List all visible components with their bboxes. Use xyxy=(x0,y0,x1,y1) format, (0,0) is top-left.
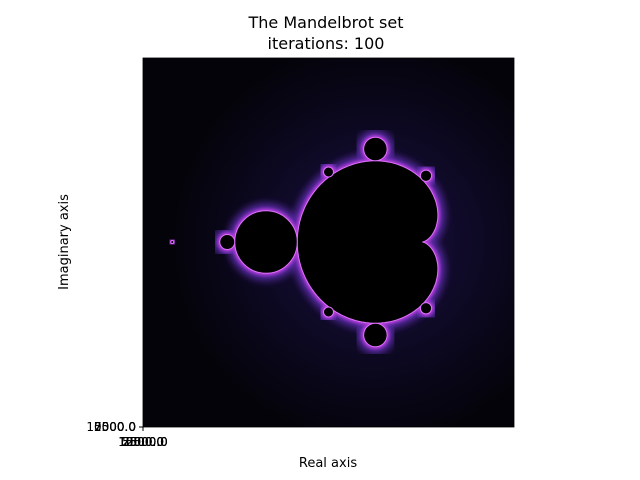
y-tick-label: 2500.0 xyxy=(94,420,136,434)
x-tick-label: 7500.0 xyxy=(122,435,164,449)
x-tick-label: 0.0 xyxy=(133,435,152,449)
y-axis-label: Imaginary axis xyxy=(57,194,72,290)
chart-title: The Mandelbrot set xyxy=(247,13,403,32)
y-tick-label: 7500.0 xyxy=(94,420,136,434)
bulb xyxy=(234,210,298,274)
x-tick-label: 5000.0 xyxy=(122,435,164,449)
bulb xyxy=(170,240,175,244)
bulb xyxy=(363,136,388,162)
bulb xyxy=(419,302,433,315)
bulb xyxy=(323,166,334,178)
y-tick-label: 0.0 xyxy=(117,420,136,434)
y-tick-label: 5000.0 xyxy=(94,420,136,434)
y-tick-label: 10000.0 xyxy=(86,420,136,434)
x-tick-label: 10000.0 xyxy=(118,435,168,449)
mandelbrot-image xyxy=(143,58,514,427)
bulb xyxy=(363,322,388,348)
set-shape xyxy=(163,130,445,354)
axes-frame xyxy=(142,57,515,428)
x-tick-label: 2500.0 xyxy=(122,435,164,449)
chart-subtitle: iterations: 100 xyxy=(268,34,385,53)
x-tick-label: 15000.0 xyxy=(118,435,168,449)
x-axis-label: Real axis xyxy=(299,456,357,471)
bulb xyxy=(219,234,236,250)
bulb xyxy=(419,169,433,182)
x-tick-label: 12500.0 xyxy=(118,435,168,449)
bulb xyxy=(323,306,334,318)
